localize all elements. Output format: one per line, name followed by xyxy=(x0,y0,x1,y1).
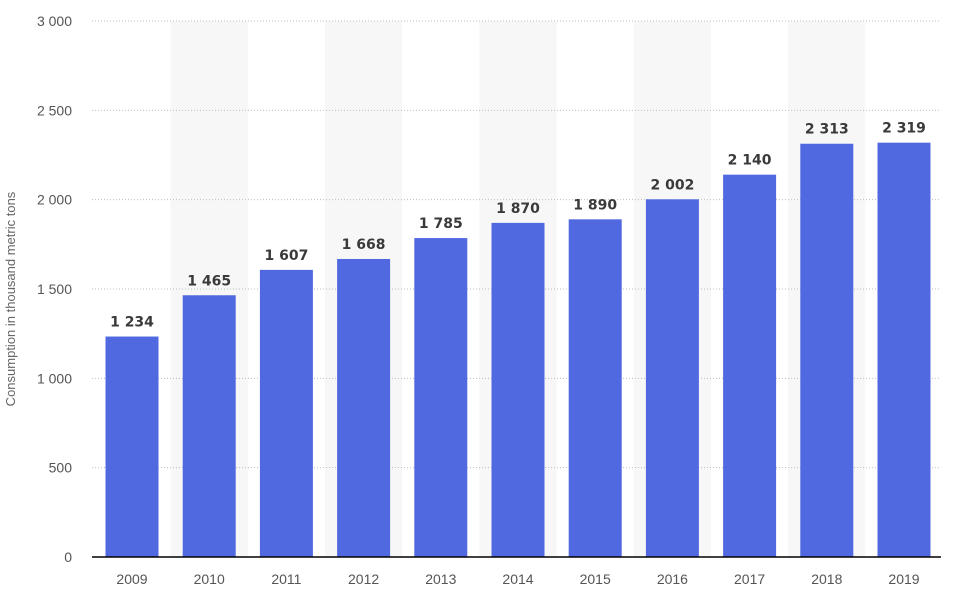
x-tick-label-2013: 2013 xyxy=(425,571,456,587)
x-tick-label-2009: 2009 xyxy=(116,571,147,587)
y-tick-label: 500 xyxy=(49,460,73,476)
x-tick-label-2015: 2015 xyxy=(580,571,611,587)
data-label-2016: 2 002 xyxy=(650,177,694,193)
data-label-2009: 1 234 xyxy=(110,315,154,331)
x-tick-label-2016: 2016 xyxy=(657,571,688,587)
data-label-2019: 2 319 xyxy=(882,121,926,137)
data-label-2011: 1 607 xyxy=(264,248,308,264)
x-tick-label-2011: 2011 xyxy=(271,571,301,587)
data-label-2018: 2 313 xyxy=(805,122,849,138)
data-label-2017: 2 140 xyxy=(728,153,772,169)
bar-2013 xyxy=(414,238,468,557)
bar-2009 xyxy=(105,336,159,557)
data-label-2012: 1 668 xyxy=(342,237,386,253)
bars xyxy=(105,142,931,558)
x-tick-label-2019: 2019 xyxy=(888,571,919,587)
x-axis-ticks: 2009 2010 2011 2012 2013 2014 2015 2016 2017 2018… xyxy=(116,571,919,587)
x-tick-label-2012: 2012 xyxy=(348,571,379,587)
y-tick-label: 2 500 xyxy=(37,102,72,118)
bar-2019 xyxy=(877,142,931,557)
bar-2017 xyxy=(723,174,777,558)
bar-2010 xyxy=(182,295,236,557)
y-tick-label: 2 000 xyxy=(37,192,72,208)
data-label-2013: 1 785 xyxy=(419,216,463,232)
x-tick-label-2018: 2018 xyxy=(811,571,842,587)
bar-2011 xyxy=(259,269,313,557)
y-tick-label: 0 xyxy=(64,549,72,565)
bar-2015 xyxy=(568,219,622,557)
data-label-2015: 1 890 xyxy=(573,197,617,213)
data-label-2010: 1 465 xyxy=(187,273,231,289)
bar-2016 xyxy=(645,199,699,557)
data-label-2014: 1 870 xyxy=(496,201,540,217)
bar-2012 xyxy=(337,258,391,557)
y-tick-label: 1 500 xyxy=(37,281,72,297)
bar-2014 xyxy=(491,222,545,558)
y-tick-label: 3 000 xyxy=(37,13,72,29)
bar-2018 xyxy=(800,143,854,557)
y-axis-ticks: 0 500 1 000 1 500 2 000 2 500 3 000 xyxy=(37,13,72,565)
x-tick-label-2010: 2010 xyxy=(194,571,225,587)
x-tick-label-2014: 2014 xyxy=(502,571,533,587)
data-labels: 1 234 1 465 1 607 1 668 1 785 1 870 1 890 2 002… xyxy=(110,121,926,331)
y-axis-title: Consumption in thousand metric tons xyxy=(3,191,18,406)
y-tick-label: 1 000 xyxy=(37,370,72,386)
x-tick-label-2017: 2017 xyxy=(734,571,765,587)
